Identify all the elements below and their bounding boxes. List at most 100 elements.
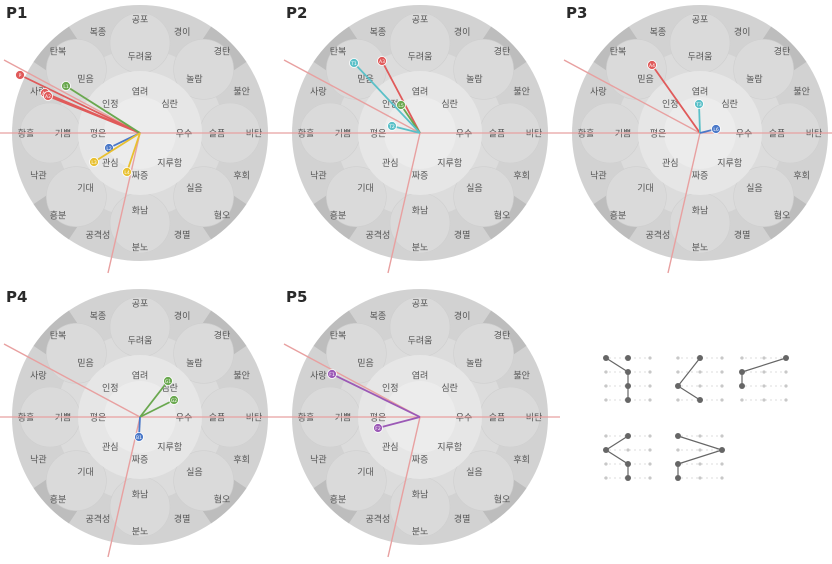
outer-emotion-label: 흥분 [330,210,347,222]
middle-emotion-label: 기대 [77,183,94,194]
pattern-glyphs [603,355,789,481]
middle-emotion-label: 기쁨 [55,413,72,424]
pattern-legend [590,340,820,500]
glyph-grid-dot [648,384,652,388]
vector-marker[interactable] [711,124,721,134]
inner-emotion-label: 인정 [382,383,399,394]
vector-marker[interactable] [122,167,132,177]
outer-emotion-label: 경이 [454,310,471,322]
middle-emotion-label: 실음 [186,183,203,194]
wheel-petal [453,450,514,511]
glyph-path [677,435,724,478]
middle-emotion-label: 기쁨 [335,413,352,424]
glyph-grid-dot [698,384,702,388]
vector-marker[interactable] [396,100,406,110]
vector-marker[interactable] [61,81,71,91]
inner-emotion-label: 짜증 [132,455,149,466]
vector-tag: G2 [171,398,177,404]
wheel-petal [733,166,794,227]
inner-emotion-label: 평온 [90,413,107,424]
glyph-grid-dot [762,356,766,360]
vector-marker[interactable] [647,60,657,70]
glyph-grid-dot [604,476,608,480]
vector-marker[interactable] [694,99,704,109]
inner-emotion-label: 평온 [650,129,667,140]
inner-emotion-label: 관심 [662,158,679,169]
glyph-grid-dot [720,434,724,438]
outer-emotion-label: 공포 [132,15,149,26]
middle-emotion-label: 놀람 [466,357,483,369]
outer-emotion-label: 탄복 [330,330,347,341]
inner-emotion-label: 지루함 [717,158,742,169]
panel-label: P3 [566,4,588,22]
outer-emotion-label: 경탄 [214,329,231,341]
guide-line-down [387,132,421,274]
vector-marker[interactable] [43,91,53,101]
panel-label: P2 [286,4,308,22]
inner-emotion-label: 관심 [102,442,119,453]
outer-emotion-label: 후회 [233,171,250,182]
inner-emotion-label: 평온 [90,129,107,140]
vector-marker[interactable] [387,121,397,131]
outer-emotion-label: 낙관 [30,455,47,466]
vector-marker[interactable] [169,395,179,405]
outer-emotion-label: 불안 [233,370,250,381]
vector-tag: L3 [91,160,97,166]
guide-line-up [3,343,141,418]
outer-emotion-label: 공격성 [365,513,390,525]
inner-emotion-label: 관심 [382,158,399,169]
vector-tag: F2 [375,426,381,432]
wheel-petal [453,39,514,100]
glyph-node [625,433,631,439]
vector-marker[interactable] [327,369,337,379]
wheel-petal [453,166,514,227]
glyph-grid-dot [720,370,724,374]
vector-marker[interactable] [373,423,383,433]
glyph-grid-dot [604,370,608,374]
emotion-vector [377,416,421,429]
emotion-vector [139,399,175,418]
outer-emotion-label: 혐오 [214,495,231,506]
emotion-vector [651,64,701,134]
outer-emotion-label: 분노 [132,527,149,538]
glyph-path [605,357,629,400]
outer-emotion-label: 탄복 [330,46,347,57]
outer-emotion-label: 경이 [734,26,751,38]
outer-emotion-label: 불안 [513,370,530,381]
vector-tag: L4 [124,170,130,176]
middle-emotion-label: 놀람 [186,357,203,369]
glyph-grid-dot [698,448,702,452]
vector-marker[interactable] [377,56,387,66]
emotion-vector [126,132,141,173]
outer-emotion-label: 흥분 [610,210,627,222]
outer-emotion-label: 복종 [370,27,387,38]
outer-emotion-label: 경탄 [214,45,231,57]
wheel-panel-p4: P4 공포 경이 경탄 불안 비탄 후회 혐오 경멸 분노 공격성 흥분 낙관 황홀 사랑 탄복 복종 두려움 놀람… [0,284,280,564]
outer-emotion-label: 공격성 [85,229,110,241]
guide-line-up [563,59,701,134]
glyph-grid-dot [720,398,724,402]
outer-emotion-label: 분노 [412,243,429,254]
vector-marker[interactable] [163,376,173,386]
glyph-node [719,447,725,453]
outer-emotion-label: 비탄 [806,129,823,140]
vector-marker[interactable] [15,70,25,80]
glyph-node [625,383,631,389]
glyph-grid-dot [784,384,788,388]
inner-emotion-label: 짜증 [132,171,149,182]
vector-marker[interactable] [134,432,144,442]
vector-marker[interactable] [89,157,99,167]
glyph-grid-dot [762,370,766,374]
inner-emotion-label: 우수 [176,129,193,140]
inner-emotion-label: 지루함 [437,442,462,453]
emotion-wheel: 공포경이경탄불안비탄후회혐오경멸분노공격성흥분낙관황홀사랑탄복복종두려움놀람슬픔… [0,289,280,558]
outer-emotion-label: 경탄 [494,45,511,57]
outer-emotion-label: 복종 [90,27,107,38]
vector-tag: L5 [398,103,404,109]
outer-emotion-label: 경멸 [174,229,191,241]
glyph-grid-dot [648,434,652,438]
vector-marker[interactable] [349,58,359,68]
glyph-path [604,435,629,478]
inner-emotion-label: 심란 [721,98,738,110]
outer-emotion-label: 탄복 [50,46,67,57]
